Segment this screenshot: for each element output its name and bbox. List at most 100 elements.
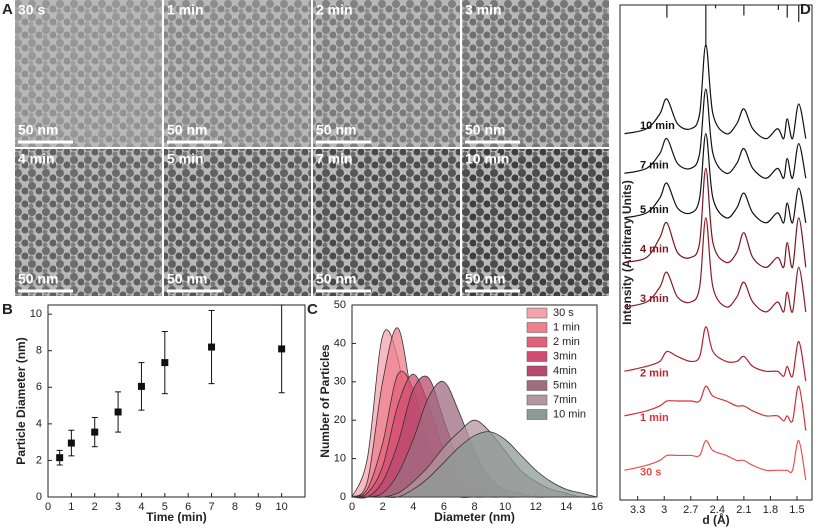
point [56, 454, 64, 462]
legend-label: 10 min [553, 408, 586, 420]
x-tick-label: 0 [349, 501, 355, 513]
point [161, 359, 169, 367]
x-tick-label: 16 [591, 501, 603, 513]
panel-label: C [307, 301, 318, 318]
legend-swatch [526, 307, 548, 319]
x-tick-label: 3 [115, 501, 121, 513]
x-tick-label: 8 [232, 501, 238, 513]
micrograph: 1 min 50 nm [164, 0, 311, 147]
x-tick-label: 10 [499, 501, 511, 513]
pattern-label: 4 min [640, 244, 669, 256]
micrograph-label: 1 min [167, 2, 204, 18]
legend-swatch [526, 365, 548, 377]
legend-label: 1 min [553, 321, 580, 333]
x-tick-label: 1.5 [789, 504, 804, 516]
pattern-line [624, 88, 807, 179]
legend-swatch [526, 380, 548, 391]
panel-label: A [2, 1, 13, 18]
x-tick-label: 9 [255, 501, 261, 513]
x-tick-label: 1.8 [763, 504, 778, 516]
distribution-area [352, 431, 598, 498]
x-axis-label: d (Å) [702, 512, 729, 527]
legend-label: 2 min [553, 336, 580, 348]
pattern-label: 10 min [640, 120, 675, 132]
pattern-label: 5 min [640, 204, 669, 216]
micrograph: 3 min 50 nm [462, 0, 609, 147]
legend-swatch [526, 322, 548, 333]
pattern-line [624, 133, 807, 224]
legend-swatch [526, 394, 548, 406]
legend-swatch [526, 336, 548, 348]
y-axis-label: Number of Particles [318, 344, 332, 458]
y-tick-label: 6 [36, 381, 42, 393]
micrograph-texture [15, 0, 162, 147]
micrograph: 10 min 50 nm [462, 149, 609, 296]
x-tick-label: 0 [45, 501, 51, 513]
x-tick-label: 8 [471, 501, 477, 513]
micrograph-label: 5 min [167, 151, 204, 167]
pattern-line [624, 385, 807, 431]
scale-bar-label: 50 nm [316, 122, 356, 138]
pattern-label: 1 min [640, 412, 669, 424]
legend-swatch [526, 351, 548, 362]
x-tick-label: 6 [441, 501, 447, 513]
scale-bar-label: 50 nm [167, 271, 207, 287]
scale-bar-label: 50 nm [167, 122, 207, 138]
point [208, 343, 216, 351]
pattern-label: 7 min [640, 159, 669, 171]
x-tick-label: 10 [276, 501, 288, 513]
point [137, 382, 145, 390]
micrograph: 30 s 50 nm [15, 0, 162, 147]
y-tick-label: 0 [340, 491, 346, 503]
pattern-line [624, 439, 807, 481]
x-tick-label: 3.3 [630, 504, 645, 516]
y-tick-label: 40 [334, 337, 346, 349]
y-tick-label: 2 [36, 454, 42, 466]
pattern-line [624, 43, 807, 140]
micrograph-label: 10 min [465, 151, 509, 167]
micrograph: 7 min 50 nm [313, 149, 460, 296]
micrograph-texture [164, 149, 311, 296]
legend-label: 3min [553, 350, 577, 362]
x-tick-label: 12 [530, 501, 542, 513]
micrograph-texture [462, 149, 609, 296]
micrograph-texture [164, 0, 311, 147]
panel-label: B [2, 301, 13, 318]
point [114, 408, 122, 416]
y-axis-label: Particle Diameter (nm) [14, 337, 28, 464]
legend-swatch [526, 409, 548, 420]
micrograph: 2 min 50 nm [313, 0, 460, 147]
x-tick-label: 3 [661, 504, 667, 516]
x-tick-label: 14 [560, 501, 572, 513]
micrograph-label: 4 min [18, 151, 55, 167]
y-tick-label: 20 [334, 414, 346, 426]
legend-label: 4min [553, 365, 577, 377]
scale-bar-label: 50 nm [465, 122, 505, 138]
x-tick-label: 6 [185, 501, 191, 513]
x-tick-label: 5 [162, 501, 168, 513]
point [67, 439, 75, 447]
micrograph: 5 min 50 nm [164, 149, 311, 296]
micrograph-texture [15, 149, 162, 296]
y-tick-label: 30 [334, 376, 346, 388]
y-tick-label: 10 [334, 453, 346, 465]
scale-bar-label: 50 nm [18, 122, 58, 138]
legend-label: 30 s [553, 307, 574, 319]
y-axis-label: Intensity (Arbitrary Units) [620, 180, 634, 325]
x-axis-label: Diameter (nm) [434, 510, 515, 524]
y-tick-label: 50 [334, 299, 346, 311]
x-tick-label: 4 [410, 501, 416, 513]
x-tick-label: 2 [92, 501, 98, 513]
y-tick-label: 0 [36, 491, 42, 503]
pattern-label: 2 min [640, 367, 669, 379]
legend-label: 5min [553, 379, 577, 391]
pattern-label: 3 min [640, 293, 669, 305]
pattern-line [624, 326, 807, 382]
y-tick-label: 4 [36, 418, 42, 430]
y-tick-label: 10 [30, 308, 42, 320]
micrograph-texture [313, 149, 460, 296]
pattern-line [624, 167, 807, 269]
x-tick-label: 2 [380, 501, 386, 513]
x-axis-label: Time (min) [146, 510, 206, 524]
